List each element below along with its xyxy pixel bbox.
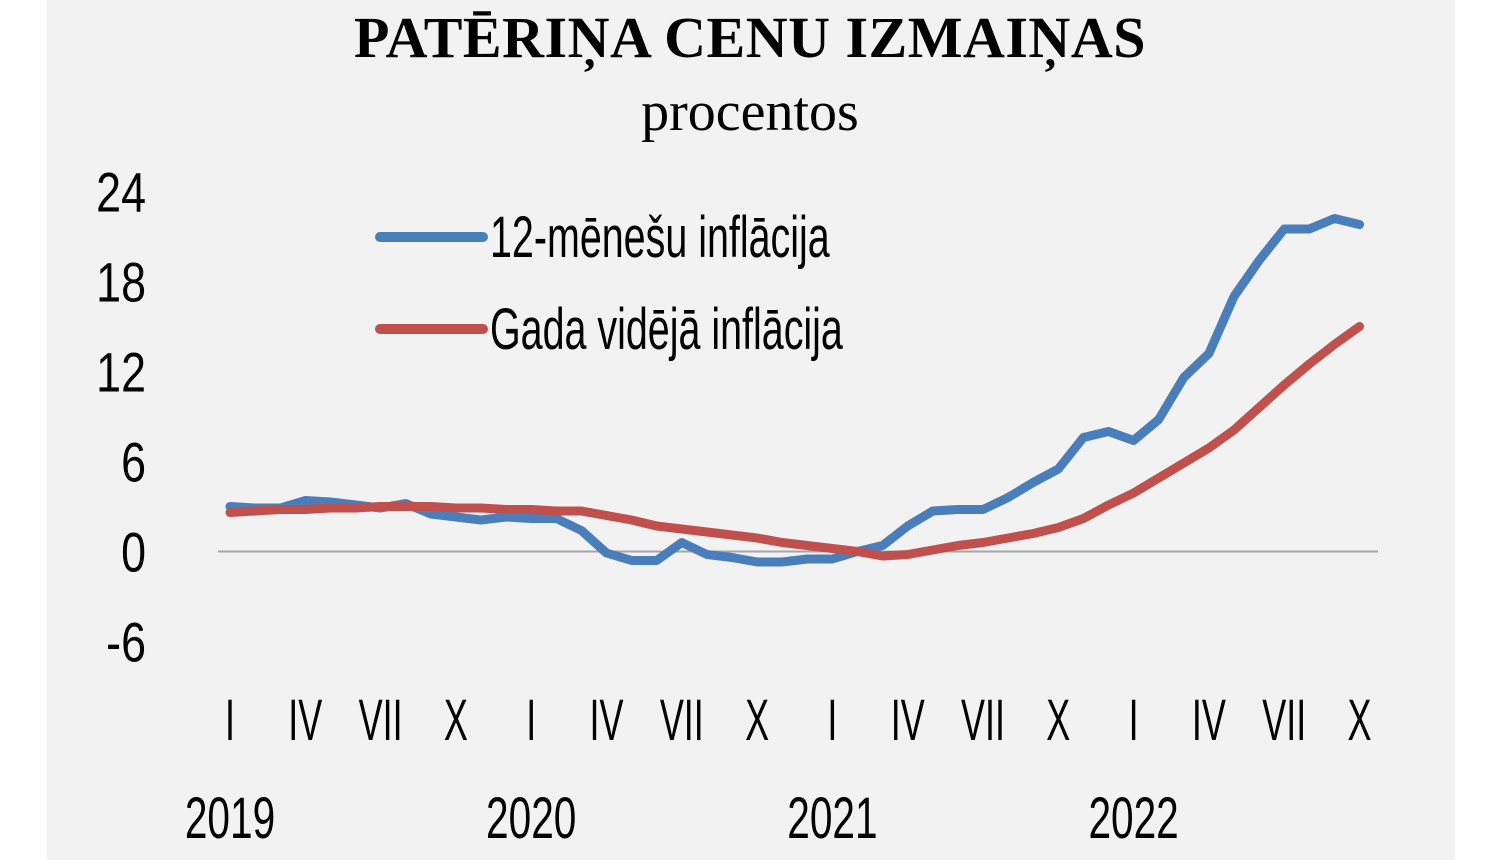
x-tick-label: VII [660, 688, 704, 753]
x-tick-label: VII [961, 688, 1005, 753]
x-tick-label: I [225, 688, 235, 753]
x-tick-label: I [526, 688, 536, 753]
x-tick-label: X [1046, 688, 1070, 753]
x-tick-label: X [745, 688, 769, 753]
series-layer [225, 214, 1364, 567]
x-tick-label: IV [891, 688, 925, 753]
series-line-annual-average-inflation [225, 322, 1364, 561]
y-tick-label: -6 [106, 611, 146, 674]
x-tick-label: X [1348, 688, 1372, 753]
x-tick-label: VII [359, 688, 403, 753]
x-year-label: 2019 [185, 786, 275, 851]
x-tick-label: IV [1192, 688, 1226, 753]
y-axis: 24 18 12 6 0 -6 [96, 161, 146, 674]
y-tick-label: 0 [121, 521, 146, 584]
chart-title: PATĒRIŅA CENU IZMAIŅAS [354, 5, 1146, 70]
x-year-label: 2022 [1088, 786, 1178, 851]
legend: 12-mēnešu inflācija Gada vidējā inflācija [375, 204, 843, 362]
y-tick-label: 24 [96, 161, 146, 224]
chart-subtitle: procentos [641, 81, 859, 143]
legend-label: Gada vidējā inflācija [490, 296, 843, 361]
y-tick-label: 6 [121, 431, 146, 494]
x-tick-label: VII [1262, 688, 1306, 753]
legend-label: 12-mēnešu inflācija [490, 204, 830, 269]
y-tick-label: 18 [96, 251, 146, 314]
y-tick-label: 12 [96, 341, 146, 404]
x-tick-label: I [827, 688, 837, 753]
x-tick-label: IV [590, 688, 624, 753]
x-tick-label: X [444, 688, 468, 753]
chart-panel [47, 0, 1455, 860]
x-year-label: 2020 [486, 786, 576, 851]
x-year-label: 2021 [787, 786, 877, 851]
x-tick-label: I [1129, 688, 1139, 753]
x-tick-label: IV [288, 688, 322, 753]
